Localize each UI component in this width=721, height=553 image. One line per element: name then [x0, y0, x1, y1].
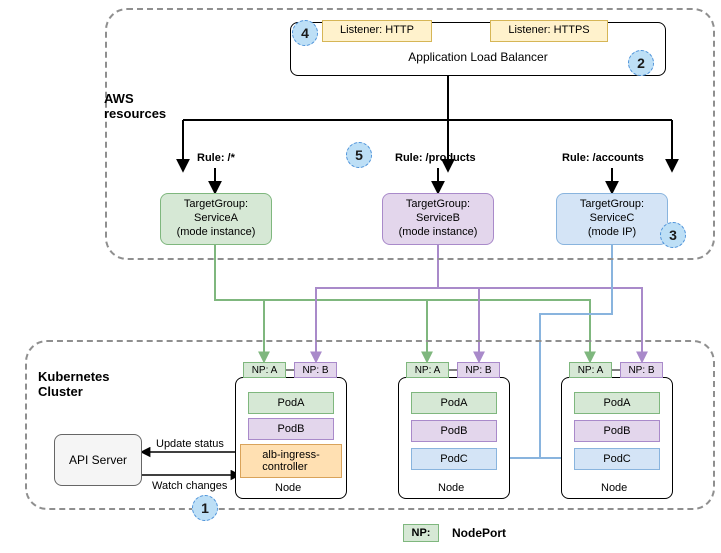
badge-3: 3 — [660, 222, 686, 248]
node1-np-a: NP: A — [243, 362, 286, 378]
node2-label: Node — [438, 482, 464, 494]
alb-title: Application Load Balancer — [290, 50, 666, 64]
badge-2: 2 — [628, 50, 654, 76]
node1-np-b: NP: B — [294, 362, 337, 378]
node3-np-a: NP: A — [569, 362, 612, 378]
listener-https: Listener: HTTPS — [490, 20, 608, 42]
target-a: TargetGroup: ServiceA (mode instance) — [160, 193, 272, 245]
legend-np-text: NodePort — [452, 526, 506, 540]
badge-5: 5 — [346, 142, 372, 168]
node3-np-b: NP: B — [620, 362, 663, 378]
node1-label: Node — [275, 482, 301, 494]
listener-http: Listener: HTTP — [322, 20, 432, 42]
node3-label: Node — [601, 482, 627, 494]
target-c: TargetGroup: ServiceC (mode IP) — [556, 193, 668, 245]
rule-all: Rule: /* — [197, 152, 235, 164]
node1-alb-ingress: alb-ingress- controller — [240, 444, 342, 478]
node3-pod-b: PodB — [574, 420, 660, 442]
badge-4: 4 — [292, 20, 318, 46]
node2-np-b: NP: B — [457, 362, 500, 378]
node3-pod-c: PodC — [574, 448, 660, 470]
update-status-label: Update status — [156, 438, 224, 450]
node2-np-a: NP: A — [406, 362, 449, 378]
k8s-cluster-label: Kubernetes Cluster — [38, 370, 110, 400]
legend-np-box: NP: — [403, 524, 439, 542]
node1-pod-a: PodA — [248, 392, 334, 414]
badge-1: 1 — [192, 495, 218, 521]
node2-pod-c: PodC — [411, 448, 497, 470]
node1-pod-b: PodB — [248, 418, 334, 440]
node2-pod-a: PodA — [411, 392, 497, 414]
rule-accounts: Rule: /accounts — [562, 152, 644, 164]
node3-pod-a: PodA — [574, 392, 660, 414]
api-server: API Server — [54, 434, 142, 486]
target-b: TargetGroup: ServiceB (mode instance) — [382, 193, 494, 245]
watch-changes-label: Watch changes — [152, 480, 227, 492]
rule-products: Rule: /products — [395, 152, 476, 164]
aws-resources-label: AWS resources — [104, 92, 166, 122]
node2-pod-b: PodB — [411, 420, 497, 442]
